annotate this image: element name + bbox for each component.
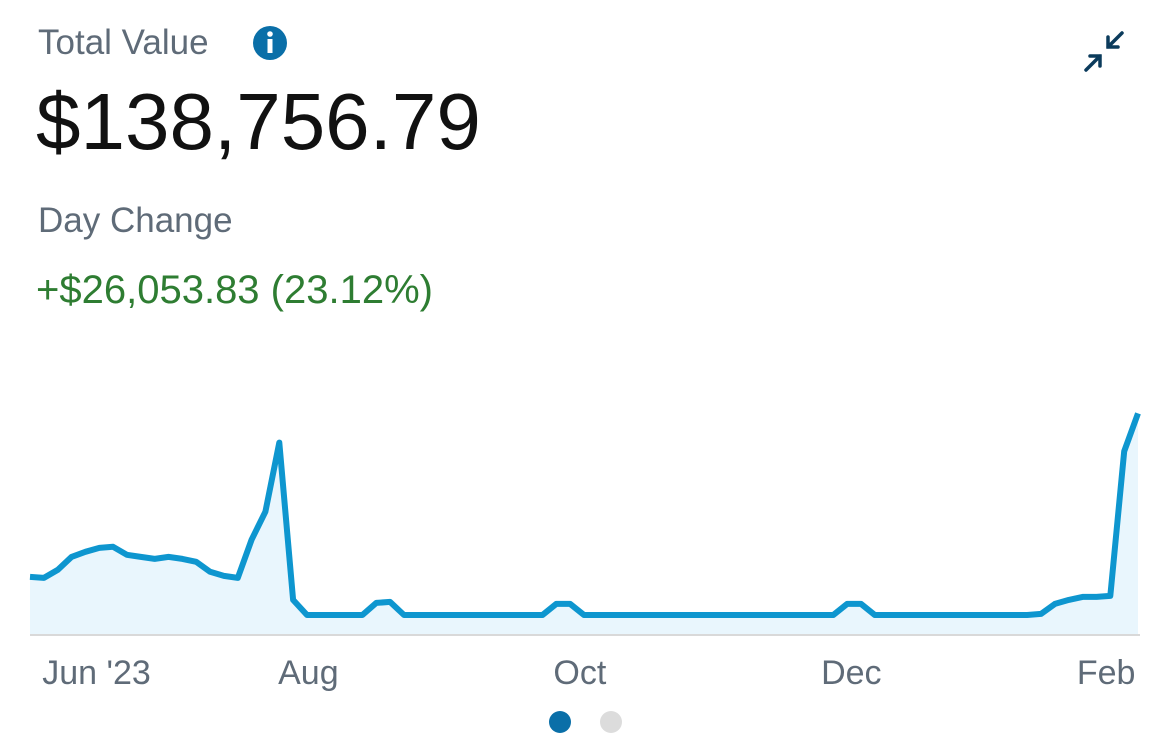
x-tick-label: Oct <box>553 654 606 692</box>
collapse-icon[interactable] <box>1084 31 1124 72</box>
x-tick-label: Dec <box>821 654 881 692</box>
area <box>30 413 1138 635</box>
x-tick-label: Aug <box>278 654 339 692</box>
chart: Jun '23 Aug Oct Dec Feb <box>29 412 1141 692</box>
total-value: $138,756.79 <box>36 77 481 166</box>
day-change: +$26,053.83 (23.12%) <box>36 268 433 312</box>
x-tick-label: Feb <box>1077 654 1136 692</box>
x-tick-label: Jun '23 <box>42 654 151 692</box>
title: Total Value <box>38 23 209 62</box>
page-dot[interactable] <box>600 711 622 733</box>
page-dot-active[interactable] <box>549 711 571 733</box>
line <box>29 412 1141 618</box>
info-icon[interactable] <box>253 26 287 60</box>
day-change-label: Day Change <box>38 201 233 240</box>
